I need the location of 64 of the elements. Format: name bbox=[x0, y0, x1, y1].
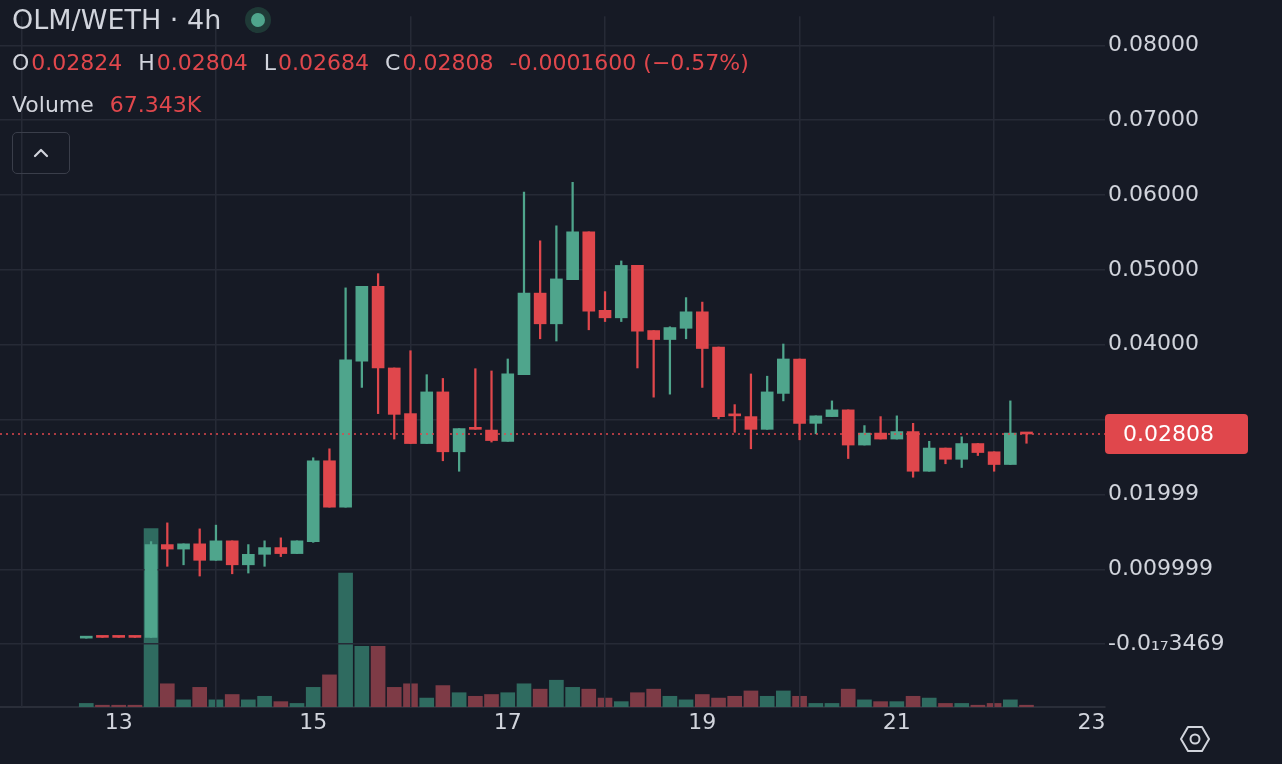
bar bbox=[289, 703, 305, 707]
annotation: 0.02824 bbox=[31, 50, 123, 75]
chart-title: OLM/WETH · 4h bbox=[12, 4, 222, 35]
bar bbox=[1003, 699, 1018, 707]
y-tick-label: 0.08000 bbox=[1108, 31, 1199, 57]
bar bbox=[176, 699, 191, 707]
bar bbox=[613, 701, 629, 707]
bar bbox=[970, 704, 986, 707]
y-tick-label: -0.0₁₇3469 bbox=[1108, 629, 1225, 655]
annotation: Volume bbox=[12, 92, 94, 117]
y-tick-label: 0.009999 bbox=[1108, 555, 1213, 581]
bar bbox=[1019, 704, 1034, 707]
ref-line-label: 0.02808 bbox=[1123, 420, 1214, 446]
bar bbox=[338, 572, 353, 707]
y-tick-label: 0.04000 bbox=[1108, 330, 1199, 356]
bar bbox=[127, 704, 143, 707]
annotation: H bbox=[138, 50, 155, 75]
bar bbox=[889, 701, 905, 707]
annotation: 0.02808 bbox=[402, 50, 494, 75]
bar bbox=[532, 688, 548, 707]
annotation: 67.343K bbox=[109, 92, 202, 117]
annotation: L bbox=[263, 50, 277, 75]
bar bbox=[435, 685, 451, 707]
bar bbox=[840, 688, 856, 707]
bar bbox=[322, 674, 337, 707]
x-tick-label: 21 bbox=[882, 708, 911, 734]
bar bbox=[824, 703, 840, 707]
y-tick-label: 0.06000 bbox=[1108, 180, 1199, 206]
x-tick-label: 15 bbox=[299, 708, 328, 734]
y-tick-label: 0.07000 bbox=[1108, 105, 1199, 131]
annotation: -0.0001600 (−0.57%) bbox=[509, 50, 749, 75]
bar bbox=[808, 703, 824, 707]
bar bbox=[224, 694, 240, 707]
bar bbox=[954, 703, 970, 707]
bar bbox=[354, 645, 370, 707]
annotation: 0.02684 bbox=[278, 50, 370, 75]
x-tick-label: 17 bbox=[493, 708, 522, 734]
bar bbox=[857, 699, 872, 707]
bar bbox=[305, 687, 321, 707]
bar bbox=[192, 687, 208, 707]
candlestick bbox=[258, 540, 271, 567]
bar bbox=[78, 703, 94, 707]
bar bbox=[419, 697, 435, 707]
bar bbox=[500, 692, 516, 707]
y-tick-label: 0.01999 bbox=[1108, 480, 1199, 506]
bar bbox=[370, 645, 386, 707]
bar bbox=[662, 695, 678, 707]
x-tick-label: 13 bbox=[104, 708, 133, 734]
bar bbox=[159, 683, 175, 707]
bar bbox=[921, 697, 937, 707]
bar bbox=[516, 683, 532, 707]
x-tick-label: 23 bbox=[1077, 708, 1106, 734]
annotation: 0.02804 bbox=[156, 50, 248, 75]
bar bbox=[581, 688, 597, 707]
annotation: O bbox=[12, 50, 30, 75]
bar bbox=[873, 701, 888, 707]
y-tick-label: 0.05000 bbox=[1108, 255, 1199, 281]
bar bbox=[938, 703, 953, 707]
bar bbox=[905, 695, 921, 707]
bar bbox=[743, 690, 759, 707]
bar bbox=[451, 692, 467, 707]
annotation: C bbox=[385, 50, 401, 75]
x-tick-label: 19 bbox=[688, 708, 717, 734]
bar bbox=[273, 701, 289, 707]
